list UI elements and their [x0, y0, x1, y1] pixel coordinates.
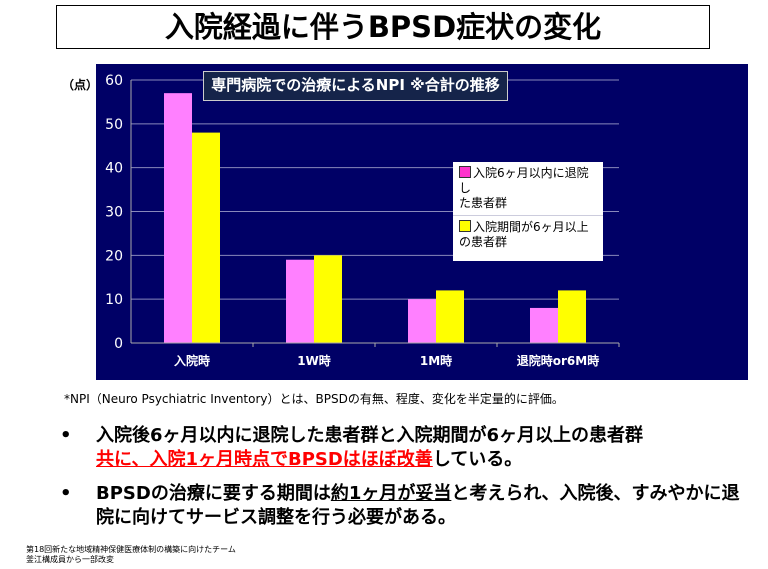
x-tick-label: 入院時 — [174, 353, 210, 368]
chart-title: 専門病院での治療によるNPI ※合計の推移 — [203, 71, 508, 101]
x-tick-label: 1W時 — [297, 353, 331, 368]
source-credit: 第18回新たな地域精神保健医療体制の構築に向けたチーム 釜江構成員から一部改変 — [26, 545, 236, 565]
legend-item-early-discharge: 入院6ヶ月以内に退院し た患者群 — [453, 162, 603, 215]
underlined-text: 約1ヶ月が妥当 — [330, 483, 452, 504]
x-tick-label: 1M時 — [420, 353, 452, 368]
bar-chart: 0 10 20 30 40 50 60 入院時 1W時 1M時 退院時or6M時 — [105, 73, 620, 368]
x-tick-label: 退院時or6M時 — [517, 353, 599, 368]
bullet-dot: • — [60, 425, 72, 446]
bullet-dot: • — [60, 483, 72, 504]
legend: 入院6ヶ月以内に退院し た患者群 入院期間が6ヶ月以上 の患者群 — [453, 162, 603, 261]
legend-text: 入院6ヶ月以内に退院し — [459, 166, 589, 195]
y-tick-label: 30 — [105, 205, 123, 221]
bullet-text: している。 — [432, 449, 523, 470]
bar-long-stay — [192, 132, 220, 343]
bullet-text: BPSDの治療に要する期間は — [96, 483, 331, 504]
bullet-text: と考えられ、入院後、すみやかに退院に向けてサービス調整を行う必要がある。 — [96, 483, 740, 528]
source-line: 釜江構成員から一部改変 — [26, 555, 114, 564]
y-tick-label: 10 — [105, 292, 123, 308]
y-tick-label: 50 — [105, 117, 123, 133]
legend-text: の患者群 — [459, 235, 508, 249]
highlighted-text: 共に、入院1ヶ月時点でBPSDはほぼ改善 — [96, 449, 433, 470]
bar-long-stay — [558, 290, 586, 343]
source-line: 第18回新たな地域精神保健医療体制の構築に向けたチーム — [26, 545, 236, 554]
legend-text: 入院期間が6ヶ月以上 — [473, 220, 589, 234]
bar-early-discharge — [408, 299, 436, 343]
y-tick-label: 60 — [105, 73, 123, 89]
bullet-text: 入院後6ヶ月以内に退院した患者群と入院期間が6ヶ月以上の患者群 — [96, 425, 644, 446]
page-title: 入院経過に伴うBPSD症状の変化 — [56, 5, 710, 49]
legend-swatch-pink — [459, 166, 471, 178]
bar-early-discharge — [530, 307, 558, 343]
y-unit-label: （点） — [62, 78, 99, 92]
bar-long-stay — [436, 290, 464, 343]
bullet-1: • 入院後6ヶ月以内に退院した患者群と入院期間が6ヶ月以上の患者群 共に、入院1ヶ… — [60, 424, 750, 472]
legend-item-long-stay: 入院期間が6ヶ月以上 の患者群 — [453, 215, 603, 254]
npi-footnote: *NPI（Neuro Psychiatric Inventory）とは、BPSD… — [64, 392, 564, 406]
bar-early-discharge — [164, 93, 192, 344]
y-tick-label: 20 — [105, 248, 123, 264]
bullet-2: • BPSDの治療に要する期間は約1ヶ月が妥当と考えられ、入院後、すみやかに退院… — [60, 482, 750, 530]
y-tick-label: 40 — [105, 161, 123, 177]
bar-long-stay — [314, 255, 342, 343]
legend-text: た患者群 — [459, 196, 508, 210]
legend-swatch-yellow — [459, 220, 471, 232]
y-tick-label: 0 — [114, 336, 123, 352]
bar-early-discharge — [286, 259, 314, 343]
chart-area: 0 10 20 30 40 50 60 入院時 1W時 1M時 退院時or6M時 — [96, 64, 748, 380]
